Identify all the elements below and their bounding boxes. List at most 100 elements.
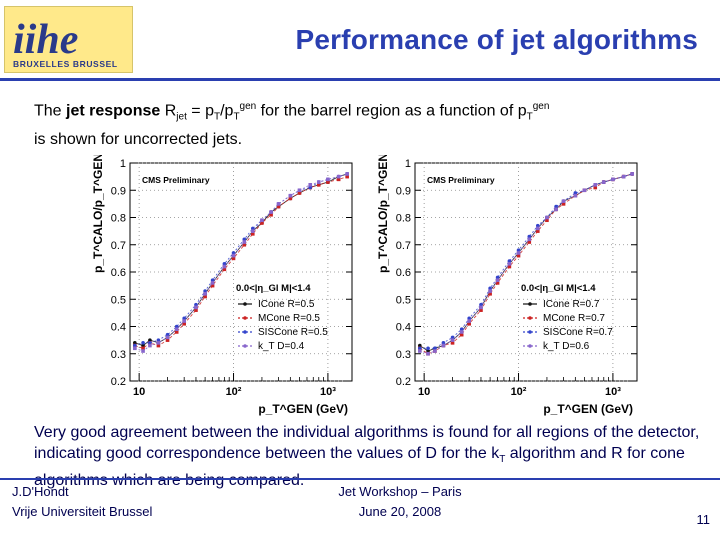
data-point	[573, 193, 578, 198]
data-point	[222, 267, 227, 272]
data-point	[326, 177, 330, 182]
legend-region-label: 0.0<|η_Gl M|<1.4	[521, 283, 596, 294]
data-point	[174, 327, 179, 332]
data-point	[495, 278, 500, 282]
data-point	[418, 343, 422, 348]
data-point	[527, 237, 532, 242]
data-point	[133, 341, 137, 345]
data-point	[141, 346, 145, 351]
data-point	[450, 338, 455, 342]
slide-title: Performance of jet algorithms	[295, 24, 698, 55]
cms-preliminary-label: CMS Preliminary	[427, 175, 495, 185]
data-point	[250, 232, 255, 236]
page-number: 11	[696, 512, 711, 527]
data-point	[231, 253, 236, 258]
data-point	[507, 262, 512, 266]
data-point	[148, 338, 152, 342]
data-point	[148, 343, 152, 348]
jet-response-chart-r07: 0.2 0.3 0.4 0.5 0.6 0.7 0.8 0.9 1 10 10² 10³ p_T^CAL…	[376, 155, 638, 416]
data-point	[582, 188, 587, 193]
x-tick-label: 10³	[605, 386, 621, 398]
logo-wordmark: iihe	[13, 17, 78, 63]
iihe-logo: iihe BRUXELLES BRUSSEL	[4, 6, 133, 73]
legend-marker	[243, 330, 247, 334]
y-tick-label: 0.4	[111, 322, 126, 334]
intro-sup: gen	[532, 101, 550, 112]
data-point	[516, 251, 521, 255]
y-tick-label: 0.8	[396, 213, 411, 225]
y-axis-label: p_T^CALO/p_T^GEN	[91, 155, 105, 273]
iihe-logo-graphic: iihe BRUXELLES BRUSSEL	[13, 17, 118, 69]
data-point	[459, 332, 464, 337]
data-point	[174, 324, 179, 329]
footer-date: June 20, 2008	[358, 504, 442, 519]
legend-region-label: 0.0<|η_Gl M|<1.4	[236, 283, 311, 294]
intro-part: The	[34, 102, 67, 120]
legend-marker	[528, 330, 532, 334]
data-point	[479, 302, 483, 307]
data-point	[450, 335, 455, 340]
data-point	[561, 202, 566, 206]
data-point	[479, 305, 483, 310]
intro-part: for the barrel region as a function of p	[256, 102, 527, 120]
footer-author: J.D'Hondt	[12, 484, 69, 499]
intro-sup: gen	[239, 101, 257, 112]
data-point	[488, 292, 492, 296]
data-point	[593, 185, 598, 190]
summary-text: Very good agreement between the individu…	[34, 422, 716, 491]
y-tick-label: 0.7	[396, 240, 411, 252]
footer-institute: Vrije Universiteit Brussel	[12, 504, 153, 519]
data-point	[345, 174, 349, 179]
data-point	[288, 196, 293, 201]
data-point	[561, 199, 566, 203]
data-point	[165, 335, 170, 340]
intro-part: /p	[220, 102, 234, 120]
cms-preliminary-label: CMS Preliminary	[142, 175, 210, 185]
intro-text: The jet response Rjet = pT/pTgen for the…	[34, 96, 714, 151]
title-divider	[0, 78, 720, 81]
legend-entry: MCone R=0.5	[258, 313, 320, 324]
data-point	[336, 174, 341, 179]
data-point	[210, 283, 215, 288]
data-point	[527, 240, 532, 244]
data-point	[269, 212, 273, 217]
data-point	[250, 226, 255, 231]
y-tick-label: 0.9	[111, 185, 126, 197]
data-point	[507, 264, 512, 269]
data-point	[316, 180, 321, 184]
data-point	[156, 343, 161, 348]
data-point	[222, 262, 227, 266]
x-tick-label: 10	[418, 386, 430, 398]
legend-entry: SISCone R=0.5	[258, 327, 328, 338]
footer-divider	[0, 478, 720, 480]
data-point	[308, 183, 313, 187]
data-point	[308, 185, 313, 190]
data-point	[507, 259, 512, 263]
data-point	[488, 289, 492, 293]
intro-part: R	[160, 102, 177, 120]
data-point	[141, 349, 145, 353]
legend-entry: SISCone R=0.7	[543, 327, 613, 338]
data-point	[426, 351, 430, 356]
data-point	[441, 341, 446, 345]
data-point	[593, 183, 598, 187]
summary-part: Very good agreement between the individu…	[34, 424, 700, 462]
data-point	[459, 330, 464, 334]
data-point	[141, 343, 145, 348]
intro-sub: jet	[176, 111, 187, 123]
data-point	[269, 210, 273, 214]
data-point	[242, 240, 247, 244]
x-axis-label: p_T^GEN (GeV)	[543, 402, 633, 416]
data-point	[495, 281, 500, 285]
footer-event-block: Jet Workshop – Paris June 20, 2008	[300, 482, 500, 522]
data-point	[242, 242, 247, 247]
legend-entry: ICone R=0.7	[543, 299, 600, 310]
data-point	[621, 174, 626, 179]
data-point	[611, 177, 615, 182]
data-point	[174, 330, 179, 334]
data-point	[133, 343, 137, 348]
data-point	[450, 341, 455, 345]
legend-entry: k_T D=0.6	[543, 341, 590, 352]
logo-subtext: BRUXELLES BRUSSEL	[13, 59, 118, 69]
footer-event: Jet Workshop – Paris	[338, 484, 462, 499]
